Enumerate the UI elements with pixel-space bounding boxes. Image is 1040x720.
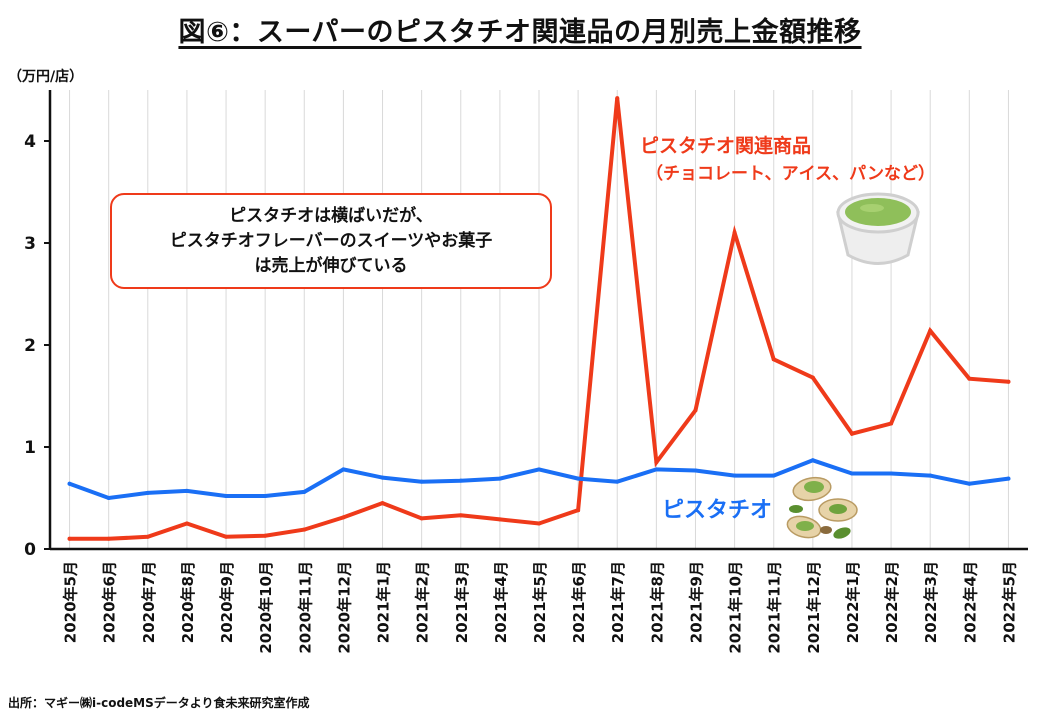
y-tick-label: 4 [24, 132, 36, 152]
data-point [263, 533, 268, 538]
x-tick-label: 2021年11月 [766, 561, 784, 654]
x-tick-label: 2020年6月 [101, 561, 119, 643]
data-point [1006, 476, 1011, 481]
x-tick-label: 2021年4月 [492, 561, 510, 643]
x-tick-label: 2020年12月 [335, 561, 353, 654]
data-point [967, 376, 972, 381]
data-point [615, 479, 620, 484]
data-point [184, 521, 189, 526]
data-point [302, 489, 307, 494]
data-point [654, 460, 659, 465]
chart-title: 図⑥：スーパーのピスタチオ関連品の月別売上金額推移 [178, 17, 862, 48]
data-point [576, 508, 581, 513]
x-tick-label: 2021年7月 [609, 561, 627, 643]
series-label-pistachio-products: ピスタチオ関連商品 （チョコレート、アイス、パンなど） [640, 132, 935, 188]
data-point [67, 481, 72, 486]
series-label-sub: （チョコレート、アイス、パンなど） [646, 164, 935, 184]
data-point [341, 467, 346, 472]
x-tick-label: 2022年1月 [844, 561, 862, 643]
data-point [224, 493, 229, 498]
data-point [145, 534, 150, 539]
data-point [654, 467, 659, 472]
data-point [928, 473, 933, 478]
series-label-main: ピスタチオ関連商品 [640, 135, 812, 157]
x-tick-label: 2020年7月 [140, 561, 158, 643]
grid-lines [69, 90, 1009, 549]
y-tick-label: 1 [24, 438, 36, 458]
y-tick-label: 2 [24, 336, 36, 356]
data-point [458, 513, 463, 518]
x-tick-label: 2021年9月 [687, 561, 705, 643]
x-tick-label: 2020年5月 [62, 561, 80, 643]
x-tick-label: 2020年11月 [296, 561, 314, 654]
annotation-line-3: は売上が伸びている [254, 255, 408, 276]
data-point [771, 357, 776, 362]
x-tick-label: 2021年2月 [414, 561, 432, 643]
data-point [341, 515, 346, 520]
x-tick-label: 2022年3月 [922, 561, 940, 643]
data-point [419, 479, 424, 484]
axes [48, 90, 1028, 551]
data-point [732, 230, 737, 235]
x-tick-label: 2020年10月 [257, 561, 275, 654]
y-tick-labels: 0 1 2 3 4 [24, 132, 50, 560]
x-tick-label: 2021年3月 [453, 561, 471, 643]
data-point [458, 478, 463, 483]
data-point [576, 476, 581, 481]
data-point [849, 471, 854, 476]
data-point [145, 490, 150, 495]
data-point [537, 521, 541, 526]
data-point [928, 328, 933, 333]
data-point [693, 468, 698, 473]
data-point [67, 536, 72, 541]
data-point [497, 476, 502, 481]
data-point [419, 516, 424, 521]
data-point [263, 493, 268, 498]
x-tick-label: 2021年5月 [531, 561, 549, 643]
data-point [537, 467, 541, 472]
series-lines [67, 96, 1011, 541]
data-point [302, 527, 307, 532]
data-point [810, 375, 815, 380]
y-tick-label: 3 [24, 234, 36, 254]
x-tick-labels: 2020年5月 2020年6月 2020年7月 2020年8月 2020年9月 2020年… [62, 561, 1019, 654]
annotation-box: ピスタチオは横ばいだが、 ピスタチオフレーバーのスイーツやお菓子 は売上が伸びて… [110, 193, 552, 289]
data-point [497, 517, 502, 522]
y-tick-label: 0 [24, 540, 36, 560]
x-tick-label: 2021年6月 [570, 561, 588, 643]
pistachio-cup-illustration [836, 192, 920, 265]
x-tick-label: 2022年2月 [883, 561, 901, 643]
data-point [380, 475, 385, 480]
data-point [849, 431, 854, 436]
series-label-pistachio: ピスタチオ [662, 498, 773, 523]
data-point [224, 534, 229, 539]
x-tick-label: 2021年10月 [727, 561, 745, 654]
data-point [889, 421, 894, 426]
x-tick-label: 2021年1月 [375, 561, 393, 643]
data-point [771, 473, 776, 478]
data-point [106, 536, 111, 541]
data-point [889, 471, 894, 476]
x-tick-label: 2020年8月 [179, 561, 197, 643]
data-point [184, 488, 189, 493]
data-point [732, 473, 737, 478]
source-note: 出所：マギー㈱i-codeMSデータより食未来研究室作成 [8, 696, 310, 710]
x-tick-label: 2022年5月 [1000, 561, 1018, 643]
x-tick-label: 2022年4月 [961, 561, 979, 643]
annotation-line-2: ピスタチオフレーバーのスイーツやお菓子 [169, 230, 493, 251]
data-point [380, 501, 385, 506]
y-axis-unit-label: （万円/店） [8, 69, 84, 85]
data-point [810, 458, 815, 463]
pistachio-nuts-illustration [786, 476, 858, 539]
data-point [967, 481, 972, 486]
annotation-line-1: ピスタチオは横ばいだが、 [229, 205, 433, 226]
data-point [615, 96, 620, 101]
data-point [106, 496, 111, 500]
data-point [1006, 379, 1011, 384]
data-point [693, 408, 698, 413]
x-tick-label: 2020年9月 [218, 561, 236, 643]
x-tick-label: 2021年12月 [805, 561, 823, 654]
x-tick-label: 2021年8月 [648, 561, 666, 643]
